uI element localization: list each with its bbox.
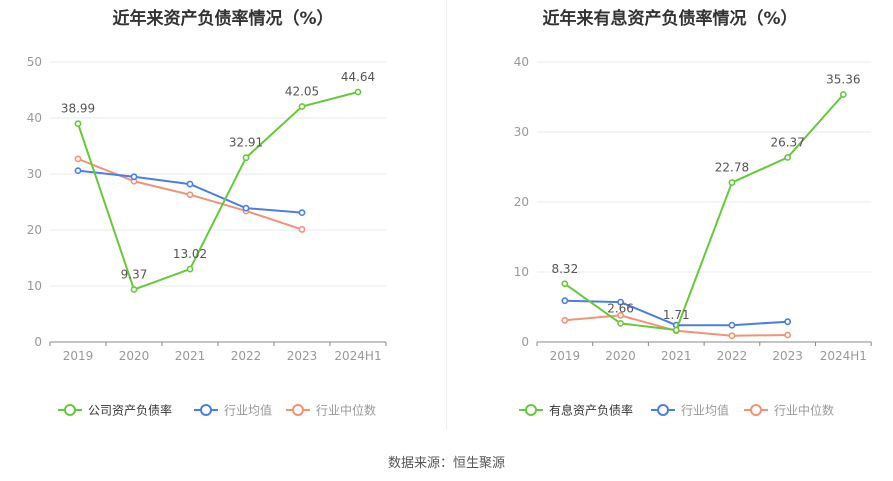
x-tick-label: 2022 bbox=[231, 349, 262, 363]
data-label: 42.05 bbox=[285, 85, 319, 99]
x-tick-label: 2021 bbox=[175, 349, 206, 363]
left-chart-panel: 近年来资产负债率情况（%） 0 10 20 30 40 50 2019 2020 2021 202… bbox=[0, 0, 446, 430]
legend-label: 行业中位数 bbox=[316, 403, 376, 418]
right-chart-svg: 0 10 20 30 40 2019 2020 2021 2022 2023 2024H1 8.32 2… bbox=[514, 55, 872, 418]
legend-label: 有息资产负债率 bbox=[549, 403, 633, 418]
data-point bbox=[186, 265, 194, 273]
legend-label: 行业均值 bbox=[224, 403, 272, 418]
data-label: 9.37 bbox=[121, 268, 148, 282]
x-tick-label: 2019 bbox=[550, 349, 581, 363]
x-tick-label: 2020 bbox=[605, 349, 636, 363]
legend-swatch-marker bbox=[64, 404, 76, 416]
legend-item: 行业中位数 bbox=[744, 403, 834, 418]
series-line-0 bbox=[564, 93, 845, 332]
legend-swatch-marker bbox=[292, 404, 304, 416]
y-tick-label: 30 bbox=[27, 167, 42, 181]
data-point bbox=[561, 280, 569, 288]
legend-label: 公司资产负债率 bbox=[88, 403, 172, 418]
data-point bbox=[242, 154, 250, 162]
x-tick-label: 2023 bbox=[772, 349, 803, 363]
legend-item: 行业均值 bbox=[194, 403, 272, 418]
data-point bbox=[298, 103, 306, 110]
data-point bbox=[617, 298, 624, 306]
y-tick-label: 0 bbox=[521, 335, 529, 349]
data-label: 35.36 bbox=[826, 72, 860, 86]
data-point bbox=[784, 154, 792, 161]
x-tick-label: 2023 bbox=[287, 349, 318, 363]
data-point bbox=[298, 209, 306, 217]
legend-item: 公司资产负债率 bbox=[58, 403, 172, 418]
right-chart-title: 近年来有息资产负债率情况（%） bbox=[542, 9, 798, 29]
data-point bbox=[728, 321, 736, 329]
data-point bbox=[74, 155, 82, 163]
data-label: 2.66 bbox=[607, 301, 634, 315]
data-point bbox=[130, 286, 138, 293]
data-point bbox=[839, 91, 847, 98]
data-point bbox=[728, 332, 736, 340]
legend-item: 有息资产负债率 bbox=[519, 403, 633, 418]
y-tick-label: 10 bbox=[514, 265, 529, 279]
x-tick-label: 2022 bbox=[717, 349, 748, 363]
series-line-0 bbox=[77, 91, 359, 291]
data-label: 8.32 bbox=[551, 262, 578, 276]
y-tick-label: 40 bbox=[514, 55, 529, 69]
data-label: 26.37 bbox=[770, 135, 804, 149]
data-label: 38.99 bbox=[61, 102, 95, 116]
x-tick-label: 2021 bbox=[661, 349, 692, 363]
legend-item: 行业均值 bbox=[651, 403, 729, 418]
data-label: 22.78 bbox=[715, 161, 749, 175]
data-point bbox=[186, 191, 194, 199]
x-tick-label: 2024H1 bbox=[820, 349, 867, 363]
legend-swatch-marker bbox=[525, 404, 537, 416]
data-point bbox=[74, 167, 82, 175]
y-tick-label: 40 bbox=[27, 111, 42, 125]
panel-divider bbox=[446, 0, 447, 430]
data-point bbox=[186, 180, 194, 188]
x-tick-label: 2019 bbox=[63, 349, 94, 363]
data-point bbox=[672, 326, 680, 334]
data-label: 1.71 bbox=[663, 308, 690, 322]
data-point bbox=[74, 120, 82, 128]
y-tick-label: 30 bbox=[514, 125, 529, 139]
legend-label: 行业均值 bbox=[681, 403, 729, 418]
legend-label: 行业中位数 bbox=[774, 403, 834, 418]
y-tick-label: 20 bbox=[514, 195, 529, 209]
data-label: 32.91 bbox=[229, 136, 263, 150]
left-chart-title: 近年来资产负债率情况（%） bbox=[112, 9, 334, 29]
right-chart-panel: 近年来有息资产负债率情况（%） 0 10 20 30 40 2019 2020 2021 202… bbox=[447, 0, 893, 430]
data-point bbox=[561, 316, 569, 324]
data-point bbox=[728, 179, 736, 186]
left-chart-svg: 0 10 20 30 40 50 2019 2020 2021 2022 2023 2024H1 38.… bbox=[27, 55, 387, 418]
y-tick-label: 20 bbox=[27, 223, 42, 237]
data-point bbox=[298, 226, 306, 233]
data-point bbox=[354, 88, 362, 96]
legend-swatch-marker bbox=[750, 404, 762, 416]
data-point bbox=[130, 173, 138, 181]
data-point bbox=[242, 204, 250, 212]
data-point bbox=[784, 318, 792, 326]
data-point bbox=[617, 311, 624, 319]
data-point bbox=[561, 297, 569, 305]
data-source: 数据来源：恒生聚源 bbox=[387, 456, 505, 471]
x-tick-label: 2020 bbox=[119, 349, 150, 363]
legend-item: 行业中位数 bbox=[286, 403, 376, 418]
y-tick-label: 0 bbox=[34, 335, 42, 349]
x-tick-label: 2024H1 bbox=[334, 349, 381, 363]
y-tick-label: 10 bbox=[27, 279, 42, 293]
legend-swatch-marker bbox=[200, 404, 212, 416]
data-point bbox=[617, 319, 624, 327]
data-label: 13.02 bbox=[173, 247, 207, 261]
y-tick-label: 50 bbox=[27, 55, 42, 69]
data-label: 44.64 bbox=[341, 70, 375, 84]
legend-swatch-marker bbox=[657, 404, 669, 416]
data-point bbox=[784, 331, 792, 339]
